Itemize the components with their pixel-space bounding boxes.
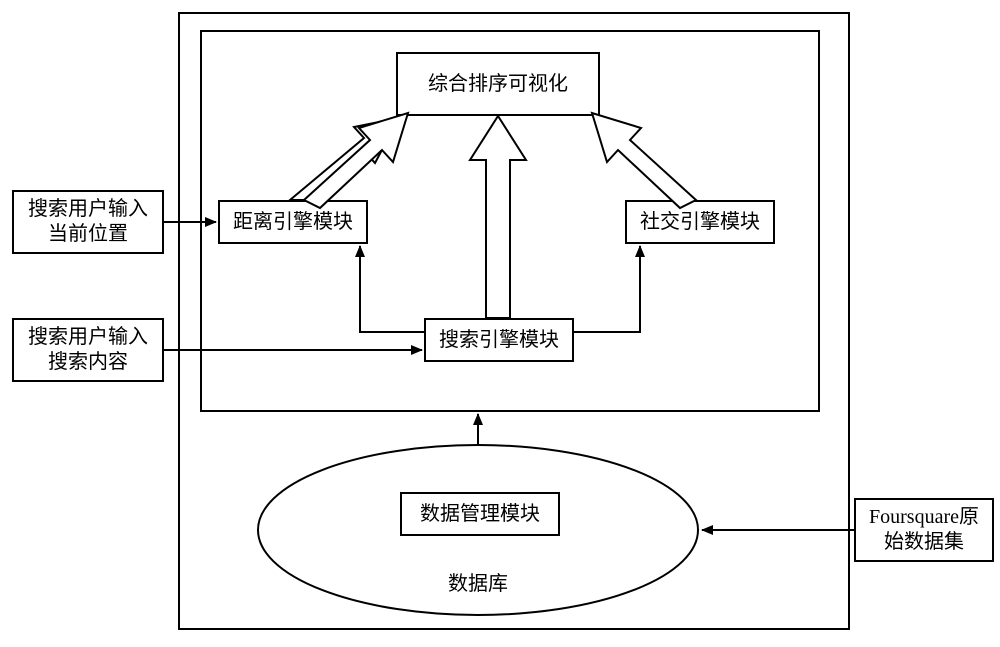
search-engine-box: 搜索引擎模块 [424,318,574,362]
social-engine-label: 社交引擎模块 [640,210,760,235]
data-mgmt-box: 数据管理模块 [400,492,560,536]
input-query-label: 搜索用户输入搜索内容 [20,325,156,375]
input-query-box: 搜索用户输入搜索内容 [12,318,164,382]
database-text: 数据库 [448,573,508,595]
visualization-box: 综合排序可视化 [396,52,600,116]
input-location-box: 搜索用户输入当前位置 [12,190,164,254]
diagram-canvas: 搜索用户输入当前位置 搜索用户输入搜索内容 综合排序可视化 距离引擎模块 社交引… [0,0,1000,647]
input-location-label: 搜索用户输入当前位置 [20,197,156,247]
database-label: 数据库 [448,567,508,596]
foursquare-label: Foursquare原始数据集 [862,505,986,555]
search-engine-label: 搜索引擎模块 [439,328,559,353]
data-mgmt-label: 数据管理模块 [420,502,540,527]
visualization-label: 综合排序可视化 [428,72,568,97]
foursquare-box: Foursquare原始数据集 [854,498,994,562]
distance-engine-box: 距离引擎模块 [218,200,368,244]
distance-engine-label: 距离引擎模块 [233,210,353,235]
social-engine-box: 社交引擎模块 [625,200,775,244]
